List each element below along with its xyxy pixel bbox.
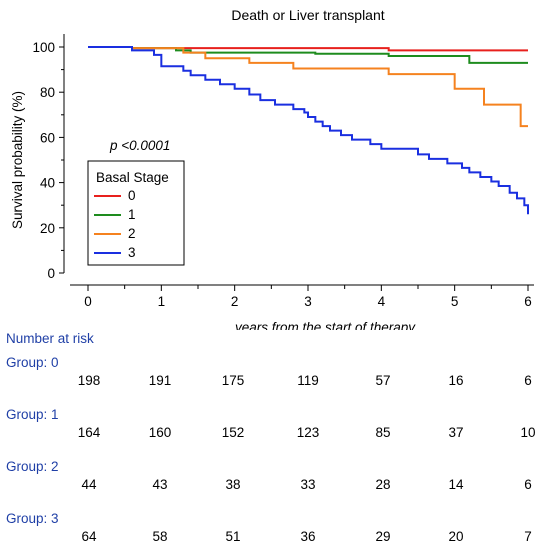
risk-count: 6 (524, 373, 532, 388)
risk-count: 33 (300, 477, 316, 492)
legend-label-stage-0: 0 (128, 188, 136, 203)
risk-count: 123 (296, 425, 320, 440)
x-axis-label: years from the start of therapy (234, 320, 416, 330)
risk-count: 164 (77, 425, 101, 440)
risk-group-label: Group: 0 (6, 355, 59, 370)
risk-count: 191 (148, 373, 172, 388)
risk-count: 175 (221, 373, 245, 388)
legend-label-stage-3: 3 (128, 245, 136, 260)
legend-box (87, 160, 185, 266)
legend-label-stage-1: 1 (128, 207, 136, 222)
y-tick-label: 100 (32, 40, 55, 55)
risk-group-label: Group: 2 (6, 459, 59, 474)
x-tick-label: 4 (378, 294, 386, 309)
risk-count: 119 (297, 373, 319, 388)
risk-group-label: Group: 1 (6, 407, 59, 422)
x-tick-label: 1 (158, 294, 166, 309)
risk-count: 57 (375, 373, 391, 388)
risk-count: 58 (152, 529, 168, 544)
chart-title: Death or Liver transplant (231, 7, 384, 23)
y-tick-label: 20 (40, 221, 55, 236)
risk-count: 51 (225, 529, 241, 544)
y-tick-label: 40 (40, 176, 55, 191)
risk-count: 20 (448, 529, 464, 544)
risk-count: 43 (152, 477, 168, 492)
p-value-annotation: p <0.0001 (109, 138, 170, 153)
risk-count: 29 (375, 529, 391, 544)
risk-group-label: Group: 3 (6, 511, 59, 526)
risk-count: 160 (148, 425, 172, 440)
risk-count: 16 (448, 373, 464, 388)
series-line-stage-3 (88, 46, 529, 215)
legend-label-stage-2: 2 (128, 226, 136, 241)
risk-count: 28 (375, 477, 391, 492)
legend: Basal Stage 0 1 2 3 (87, 160, 185, 266)
series-layer (88, 46, 529, 215)
risk-count: 198 (77, 373, 101, 388)
x-tick-label: 2 (231, 294, 239, 309)
y-tick-label: 0 (47, 266, 55, 281)
risk-count: 6 (524, 477, 532, 492)
x-tick-label: 3 (304, 294, 312, 309)
risk-count: 14 (448, 477, 464, 492)
y-tick-label: 80 (40, 85, 55, 100)
risk-count: 7 (524, 529, 532, 544)
legend-title: Basal Stage (96, 170, 169, 185)
x-tick-label: 5 (451, 294, 459, 309)
risk-count: 44 (81, 477, 97, 492)
risk-count: 85 (375, 425, 391, 440)
risk-count: 38 (225, 477, 241, 492)
risk-count: 37 (448, 425, 464, 440)
risk-count: 152 (221, 425, 245, 440)
risk-count: 36 (300, 529, 316, 544)
x-tick-label: 0 (84, 294, 92, 309)
risk-count: 10 (520, 425, 536, 440)
risk-count: 64 (81, 529, 97, 544)
y-axis-label: Survival probability (%) (10, 91, 25, 229)
series-line-stage-2 (88, 46, 528, 128)
y-tick-label: 60 (40, 130, 55, 145)
number-at-risk-heading: Number at risk (6, 331, 94, 346)
x-tick-label: 6 (524, 294, 532, 309)
